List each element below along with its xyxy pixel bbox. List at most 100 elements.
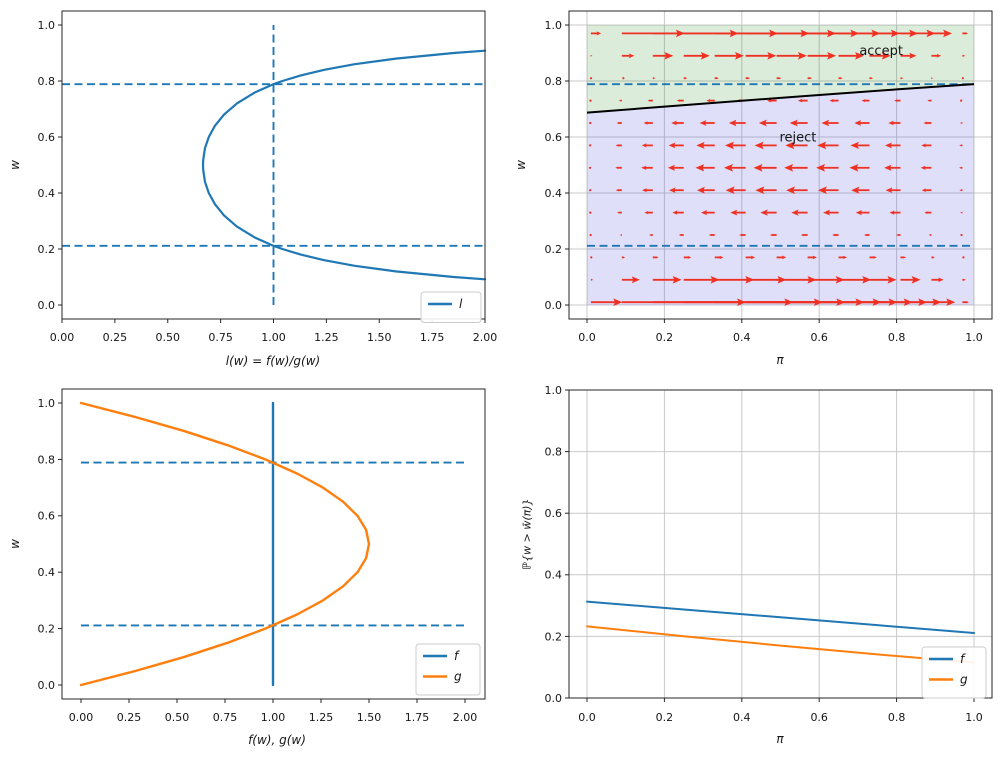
quiver-arrow xyxy=(946,298,956,307)
quiver-arrow xyxy=(617,211,620,214)
quiver-arrow xyxy=(936,53,942,58)
series-f-line xyxy=(586,600,975,635)
quiver-arrow xyxy=(927,99,930,102)
legend-box xyxy=(420,291,482,323)
quiver-arrow xyxy=(641,143,647,148)
quiver-arrow xyxy=(724,163,734,172)
y-tick-label: 0.6 xyxy=(545,131,563,144)
quiver-arrow xyxy=(685,77,688,80)
reject-region xyxy=(587,84,974,305)
quiver-arrow xyxy=(668,142,676,149)
quiver-arrow xyxy=(696,141,705,149)
x-tick-label: 0.6 xyxy=(810,331,828,344)
quiver-arrow xyxy=(747,77,751,80)
x-tick-label: 1.00 xyxy=(261,711,286,724)
quiver-arrow xyxy=(700,209,708,216)
quiver-arrow xyxy=(754,141,764,150)
x-tick-label: 1.25 xyxy=(309,711,334,724)
quiver-arrow xyxy=(921,188,927,193)
quiver-arrow xyxy=(965,32,969,35)
quiver-arrow xyxy=(678,234,682,236)
ylabel-pi-dynamics: w xyxy=(514,160,528,170)
x-tick-label: 1.00 xyxy=(261,331,286,344)
y-tick-label: 0.4 xyxy=(38,187,56,200)
quiver-arrow xyxy=(959,122,963,124)
quiver-arrow xyxy=(649,234,652,236)
quiver-arrow xyxy=(669,187,676,194)
quiver-arrow xyxy=(960,233,963,237)
quiver-arrow xyxy=(862,275,872,284)
y-tick-label: 0.8 xyxy=(545,75,563,88)
quiver-arrow xyxy=(797,51,807,60)
x-tick-label: 0.8 xyxy=(888,711,906,724)
x-tick-label: 0.75 xyxy=(208,331,233,344)
x-tick-label: 1.25 xyxy=(314,331,339,344)
x-tick-label: 0.8 xyxy=(888,331,906,344)
quiver-arrow xyxy=(889,210,895,215)
quiver-arrow xyxy=(695,164,705,172)
quiver-arrow xyxy=(725,186,735,195)
quiver-arrow xyxy=(628,53,635,59)
x-tick-label: 2.00 xyxy=(473,331,498,344)
quiver-arrow xyxy=(730,209,738,216)
quiver-arrow xyxy=(615,166,619,170)
quiver-arrow xyxy=(887,275,897,284)
x-tick-label: 0.2 xyxy=(656,711,674,724)
quiver-arrow xyxy=(671,120,677,126)
quiver-arrow xyxy=(618,99,622,102)
y-tick-label: 1.0 xyxy=(545,384,563,397)
ylabel-likelihood-ratio: w xyxy=(8,160,22,170)
quiver-arrow xyxy=(843,255,848,260)
quiver-arrow xyxy=(921,143,926,148)
x-tick-label: 0.0 xyxy=(578,711,596,724)
ylabel-densities: w xyxy=(8,539,22,549)
quiver-arrow xyxy=(758,119,767,127)
quiver-arrow xyxy=(589,211,592,214)
quiver-arrow xyxy=(596,31,602,36)
quiver-arrow xyxy=(809,77,813,80)
quiver-arrow xyxy=(926,29,936,38)
quiver-arrow xyxy=(855,209,862,216)
x-tick-label: 0.00 xyxy=(69,711,94,724)
y-tick-label: 1.0 xyxy=(545,19,563,32)
quiver-arrow xyxy=(589,144,592,147)
quiver-arrow xyxy=(965,300,969,304)
y-tick-label: 0.6 xyxy=(545,507,563,520)
quiver-arrow xyxy=(894,99,898,102)
legend-label-g: g xyxy=(454,670,462,684)
series-l-line xyxy=(201,49,487,281)
quiver-arrow xyxy=(885,142,892,149)
x-tick-label: 1.50 xyxy=(367,331,392,344)
quiver-arrow xyxy=(960,211,963,214)
y-tick-label: 0.6 xyxy=(38,131,56,144)
x-tick-label: 0.4 xyxy=(733,331,751,344)
subplot-densities: 0.00 0.25 0.50 0.75 1.00 1.25 1.50 1.75 2.00 0.0 0… xyxy=(38,388,486,724)
subplot-likelihood-ratio: 0.00 0.25 0.50 0.75 1.00 1.25 1.50 1.75 2.00 0.0 0… xyxy=(38,10,498,344)
quiver-arrow xyxy=(885,187,893,194)
y-tick-label: 0.0 xyxy=(38,679,56,692)
x-tick-label: 0.25 xyxy=(103,331,128,344)
quiver-arrow xyxy=(753,163,763,172)
quiver-arrow xyxy=(901,77,904,80)
quiver-arrow xyxy=(960,99,963,102)
quiver-arrow xyxy=(615,189,619,192)
quiver-arrow xyxy=(755,186,765,195)
quiver-arrow xyxy=(854,120,862,126)
x-tick-label: 0.2 xyxy=(656,331,674,344)
quiver-arrow xyxy=(716,77,719,80)
quiver-arrow xyxy=(779,77,782,80)
x-tick-label: 1.0 xyxy=(965,711,983,724)
quiver-arrow xyxy=(766,98,772,103)
x-tick-label: 0.6 xyxy=(810,711,828,724)
quiver-arrow xyxy=(816,163,826,172)
quiver-arrow xyxy=(909,52,917,59)
quiver-arrow xyxy=(962,256,965,259)
quiver-arrow xyxy=(817,186,827,195)
quiver-arrow xyxy=(739,233,743,237)
quiver-arrow xyxy=(590,256,593,259)
y-tick-label: 0.4 xyxy=(38,566,56,579)
quiver-arrow xyxy=(884,164,892,171)
quiver-arrow xyxy=(616,122,619,124)
quiver-arrow xyxy=(821,119,830,127)
legend-label-l: l xyxy=(459,297,463,311)
